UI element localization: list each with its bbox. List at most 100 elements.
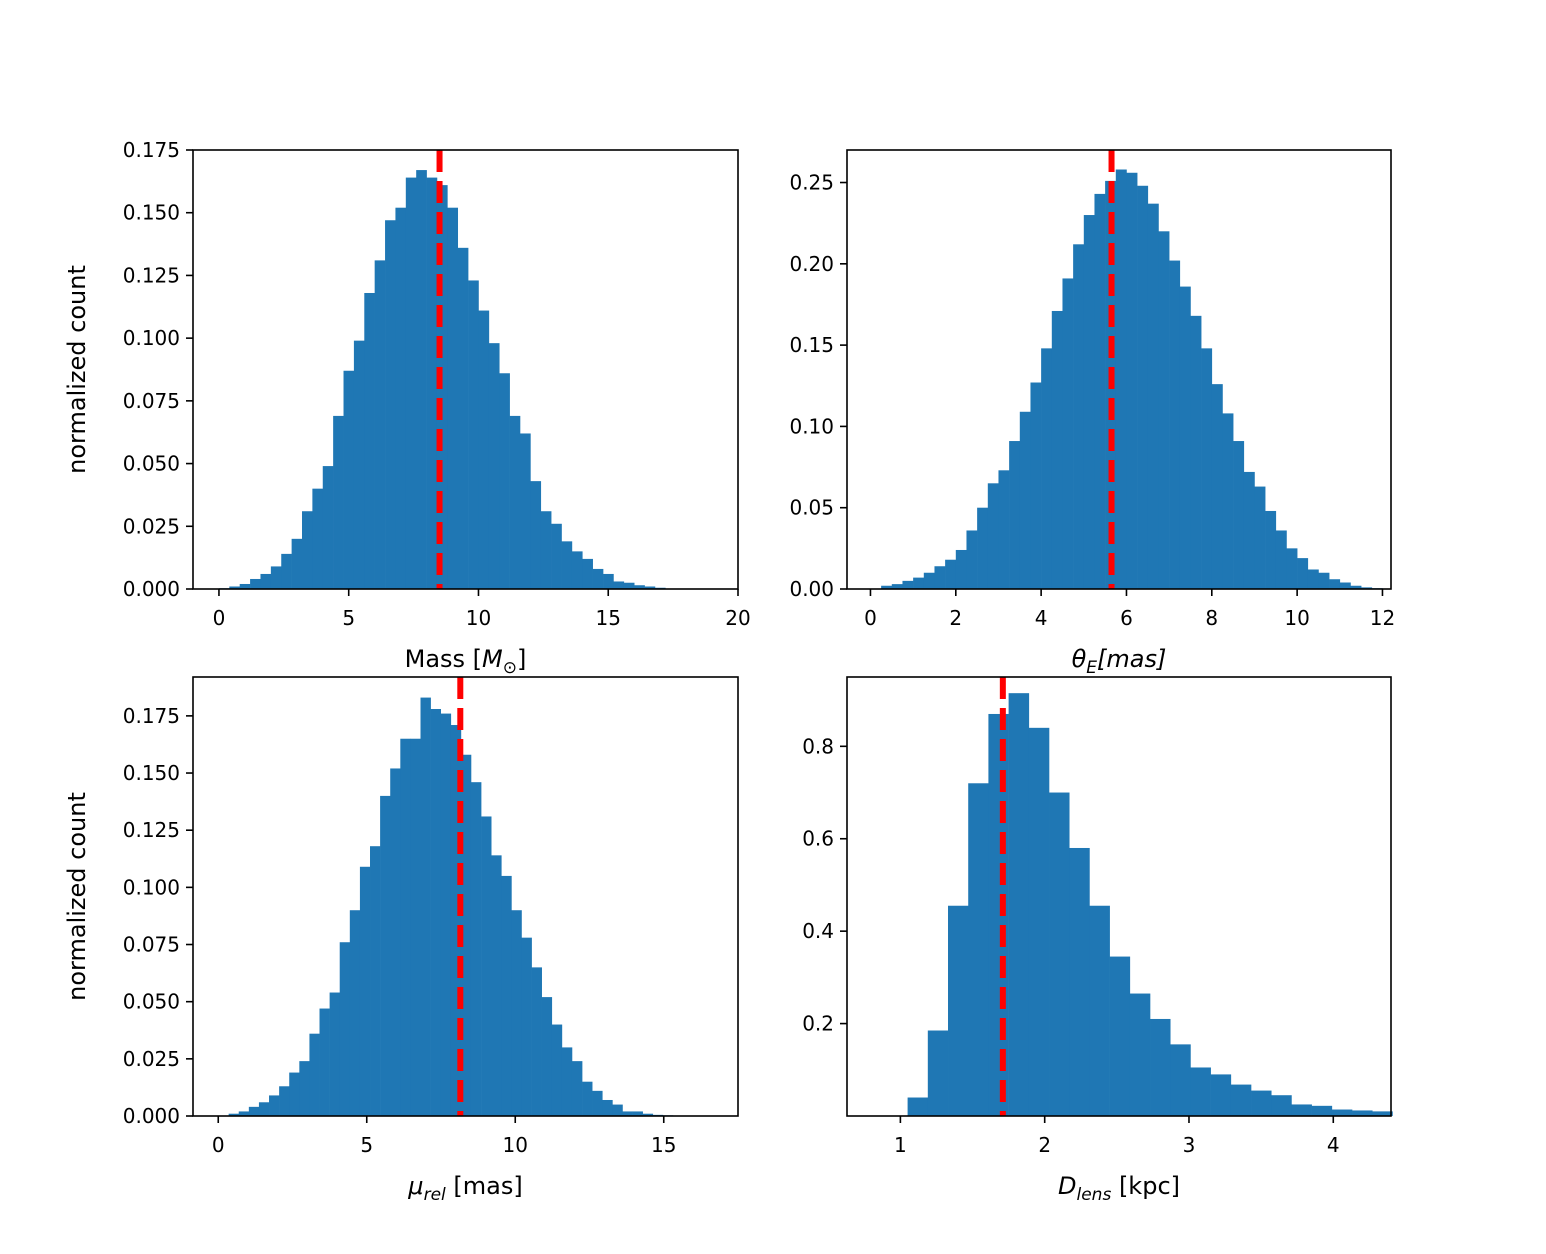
histogram-bar [1190,1067,1211,1116]
x-tick-label: 20 [725,606,750,630]
y-tick-label: 0.6 [802,827,834,851]
y-tick-label: 0.100 [123,875,180,899]
y-tick-label: 0.25 [789,171,834,195]
histogram-bar [1201,348,1213,589]
y-tick-label: 0.000 [123,577,180,601]
histogram-bar [364,292,375,589]
histogram-bar [416,170,427,589]
histogram-bar [1265,510,1277,589]
mass-histogram-panel: 0 5 10 15 20 0.000 0.025 0.050 0.075 0.100 0.125 0.… [63,138,751,678]
histogram-bar [447,207,459,589]
histogram-bar [1372,1111,1393,1116]
x-tick-label: 3 [1183,1133,1196,1157]
histogram-bar [1339,582,1351,589]
histogram-bar [270,566,282,589]
histogram-bar [309,1033,320,1116]
histogram-bar [488,343,500,589]
y-tick-label: 0.2 [802,1012,834,1036]
histogram-bar [1222,413,1234,589]
y-tick-label: 0.175 [123,138,180,162]
histogram-bar [478,310,490,589]
histogram-bar [511,910,522,1116]
histogram-bar [902,580,914,589]
histogram-bars [907,693,1393,1116]
histogram-bar [948,905,969,1116]
x-tick-label: 4 [1327,1133,1340,1157]
y-tick-label: 0.15 [789,333,834,357]
x-tick-label: 0 [864,606,877,630]
histogram-bar [1352,1110,1373,1116]
histogram-bar [1331,1109,1353,1116]
histogram-bar [359,866,371,1116]
histogram-bar [312,488,324,589]
histogram-bar [1126,172,1138,589]
histogram-bar [1150,1018,1171,1116]
y-tick-label: 0.125 [123,263,180,287]
histogram-bar [1049,792,1070,1116]
y-tick-label: 0.10 [789,414,834,438]
x-tick-label: 15 [651,1133,676,1157]
histogram-bar [481,816,492,1116]
histogram-bar [1094,193,1106,589]
histogram-bar [561,541,573,589]
histogram-bar [966,530,978,589]
histogram-bar [501,875,512,1116]
histogram-bar [955,549,967,589]
histogram-bar [612,1104,623,1116]
histogram-bar [927,1030,949,1116]
histogram-bar [248,1106,260,1116]
y-tick-label: 0.100 [123,326,180,350]
histogram-bar [1311,1105,1333,1116]
histogram-bar [319,1008,330,1116]
histogram-bar [302,511,313,589]
y-axis-label: normalized count [63,265,91,474]
histogram-bar [1137,185,1149,589]
histogram-bar [1129,993,1151,1116]
histogram-bar [329,992,341,1116]
histogram-bar [1286,548,1298,589]
x-axis-label: μrel [mas] [407,1172,522,1205]
histogram-bar [343,370,355,589]
histogram-bar [1275,530,1287,589]
histogram-bars [228,697,674,1117]
histogram-bar [881,585,893,589]
histogram-bar [1009,441,1021,589]
y-tick-label: 0.075 [123,389,180,413]
x-tick-label: 0 [212,1133,225,1157]
histogram-bar [1158,231,1170,590]
histogram-bar [395,207,407,589]
y-tick-label: 0.05 [789,496,834,520]
x-tick-label: 2 [949,606,962,630]
x-tick-label: 1 [894,1133,907,1157]
histogram-bar [339,942,351,1116]
x-tick-label: 6 [1120,606,1133,630]
y-tick-label: 0.4 [802,919,834,943]
histogram-bar [509,415,521,589]
histogram-bar [1361,587,1373,589]
histogram-bar [968,783,989,1116]
histogram-bar [1307,569,1319,589]
histogram-bar [353,340,365,589]
axes-frame [192,676,739,1117]
histogram-bar [239,583,251,589]
y-tick-label: 0.00 [789,577,834,601]
x-tick-label: 2 [1038,1133,1051,1157]
histogram-bar [385,220,396,590]
axes-frame [846,676,1392,1117]
y-tick-label: 0.20 [789,252,834,276]
x-tick-label: 8 [1205,606,1218,630]
x-axis-label: Mass [M⊙] [405,645,527,678]
histogram-bar [322,466,334,589]
histogram-bar [934,566,946,589]
histogram-bar [281,553,292,589]
histogram-bar [333,415,344,589]
histogram-bar [987,483,999,589]
y-tick-label: 0.8 [802,734,834,758]
y-tick-label: 0.150 [123,761,180,785]
histogram-bar [520,433,531,589]
y-axis-label: normalized count [63,792,91,1001]
axes-frame [192,149,739,590]
histogram-bar [470,782,482,1116]
histogram-bar [531,967,542,1116]
x-tick-label: 10 [1284,606,1309,630]
